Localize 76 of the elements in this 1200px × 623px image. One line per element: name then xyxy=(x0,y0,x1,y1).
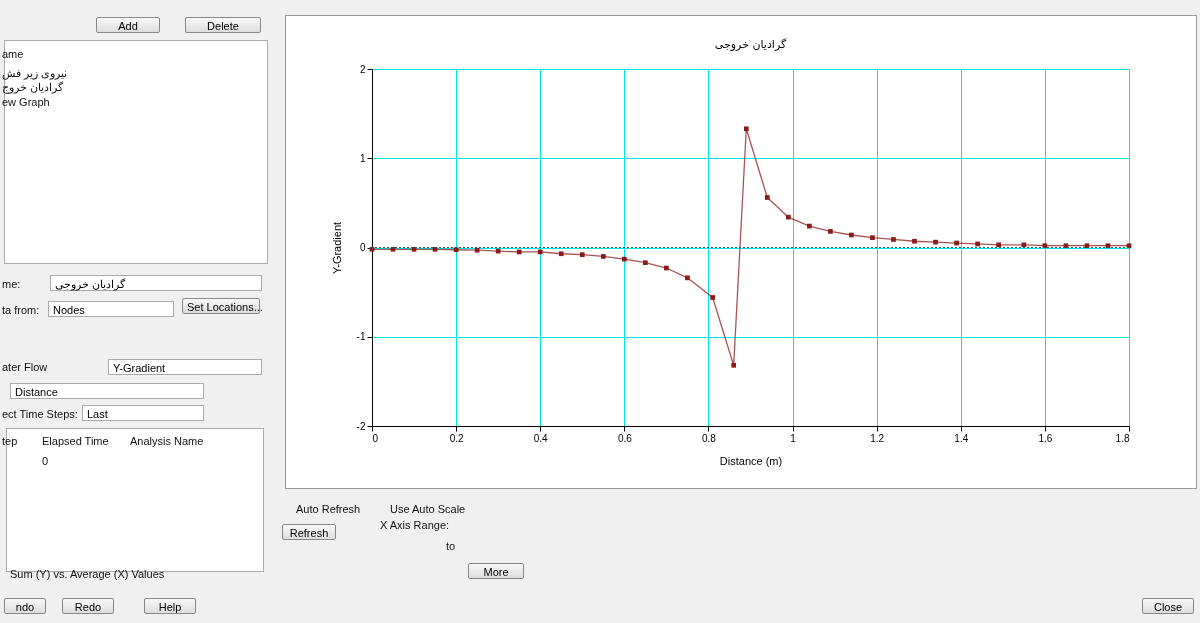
text: to xyxy=(446,540,456,552)
x-tick-label: 1.4 xyxy=(954,432,969,444)
x-tick-label: 0.2 xyxy=(449,432,464,444)
text: Help xyxy=(144,598,196,614)
point xyxy=(849,232,854,238)
x-tick-label: 0.8 xyxy=(701,432,717,444)
point xyxy=(600,254,606,259)
text: ta from: xyxy=(2,304,40,316)
text: Sum (Y) vs. Average (X) Values xyxy=(10,568,165,580)
text: Close xyxy=(1142,598,1194,614)
point xyxy=(743,126,749,132)
text: Y-Gradient xyxy=(108,359,262,375)
text: Last xyxy=(82,405,204,421)
text: tep xyxy=(2,435,18,447)
point xyxy=(731,362,737,368)
x-tick-label: 1.2 xyxy=(870,432,885,444)
text: Analysis Name xyxy=(130,435,204,447)
point xyxy=(891,237,896,242)
x-tick-label: 0.4 xyxy=(533,432,549,444)
point xyxy=(807,223,812,229)
text: Refresh xyxy=(282,524,336,540)
text: Elapsed Time xyxy=(42,435,109,447)
y-tick-label: -2 xyxy=(356,420,366,432)
point xyxy=(828,229,833,234)
point xyxy=(710,295,715,300)
text: Distance xyxy=(10,383,204,399)
text: ew Graph xyxy=(2,96,50,108)
point xyxy=(1021,242,1027,248)
point xyxy=(870,235,875,241)
point xyxy=(579,252,585,257)
point xyxy=(621,256,627,262)
point xyxy=(975,241,980,247)
text: Set Locations... xyxy=(182,298,263,314)
x-tick-label: 1 xyxy=(790,432,797,444)
point xyxy=(495,248,501,254)
point xyxy=(474,247,480,253)
x-tick-label: 0 xyxy=(372,432,379,444)
y-tick-label: 0 xyxy=(359,242,366,253)
point xyxy=(912,238,917,244)
text: ect Time Steps: xyxy=(2,408,78,420)
text: Use Auto Scale xyxy=(390,503,466,515)
text: نیروی زیر فش xyxy=(2,67,68,80)
y-tick-label: -1 xyxy=(356,331,366,343)
text: Auto Refresh xyxy=(296,503,361,515)
text: ame xyxy=(2,48,24,60)
point xyxy=(996,242,1001,248)
x-tick-label: 1.8 xyxy=(1115,432,1130,444)
point xyxy=(933,239,938,245)
text: Delete xyxy=(185,17,261,33)
chart-title: گرادیان خروجی xyxy=(714,38,787,51)
text: گرادیان خروجی xyxy=(50,275,262,291)
text: Redo xyxy=(62,598,114,614)
x-tick-label: 0.6 xyxy=(617,432,633,444)
point xyxy=(764,195,770,200)
point xyxy=(786,214,791,220)
text: ndo xyxy=(4,598,46,614)
text: 0 xyxy=(42,455,49,467)
text: More xyxy=(468,563,524,579)
y-tick-label: 2 xyxy=(359,63,366,75)
point xyxy=(516,249,522,255)
text: X Axis Range: xyxy=(380,519,450,531)
x-axis-title: Distance (m) xyxy=(719,454,783,467)
point xyxy=(664,265,669,271)
y-tick-label: 1 xyxy=(359,152,366,164)
point xyxy=(558,251,564,257)
x-tick-label: 1.6 xyxy=(1038,432,1053,444)
point xyxy=(954,240,959,246)
y-axis-title: Y-Gradient xyxy=(330,221,343,275)
text: گرادیان خروج xyxy=(2,81,64,94)
text: Nodes xyxy=(48,301,174,317)
point xyxy=(643,260,648,266)
text: me: xyxy=(2,278,21,290)
point xyxy=(685,275,690,281)
point xyxy=(537,249,543,255)
text: ater Flow xyxy=(2,361,48,373)
text: Add xyxy=(96,17,160,33)
